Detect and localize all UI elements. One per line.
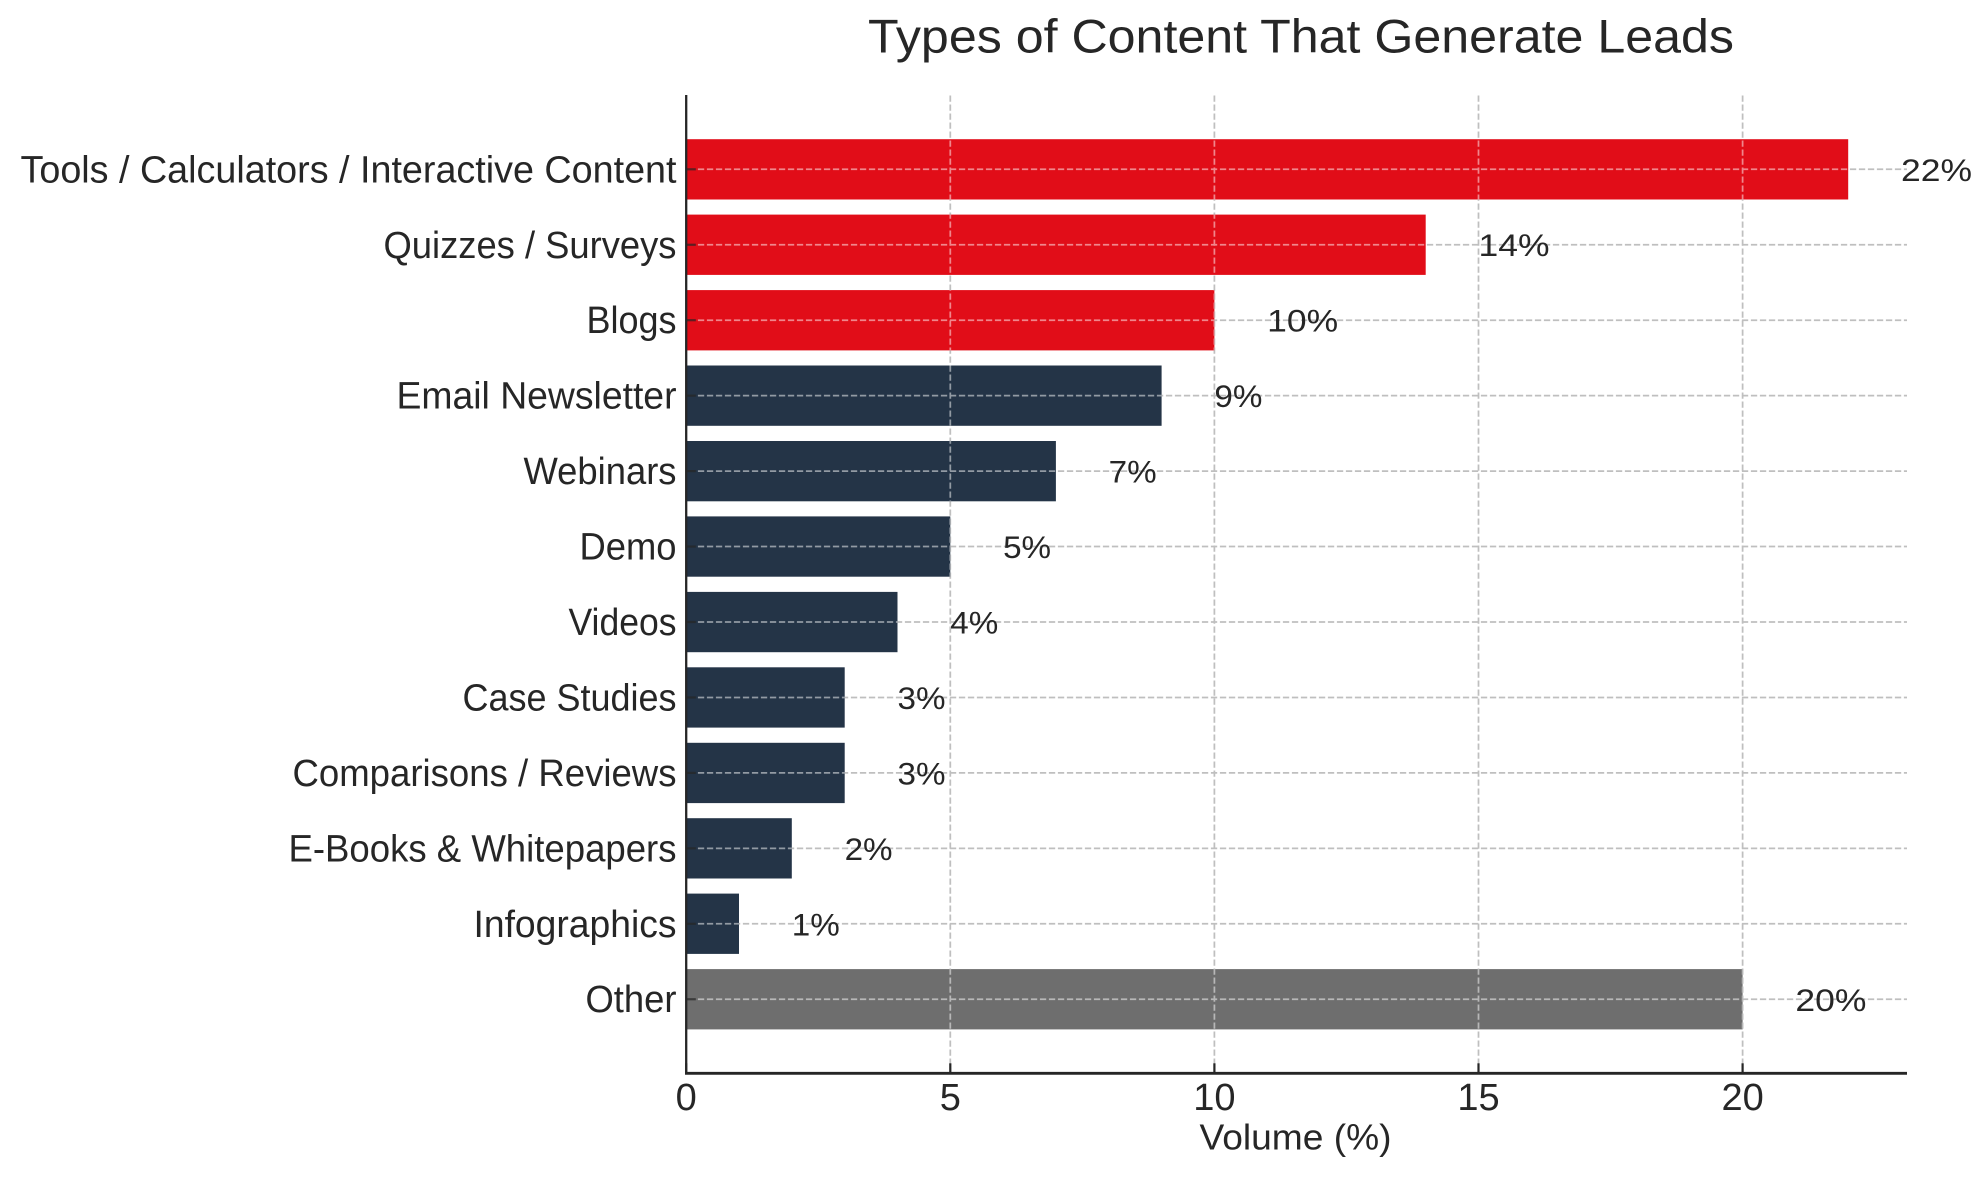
svg-text:20: 20 (1721, 1077, 1763, 1119)
svg-text:3%: 3% (898, 680, 946, 716)
svg-text:15: 15 (1457, 1077, 1499, 1119)
svg-text:Types of Content That Generate: Types of Content That Generate Leads (868, 10, 1734, 63)
svg-text:9%: 9% (1214, 378, 1262, 414)
svg-text:14%: 14% (1479, 227, 1550, 263)
svg-text:4%: 4% (950, 605, 998, 641)
svg-text:Quizzes / Surveys: Quizzes / Surveys (384, 225, 677, 267)
svg-text:7%: 7% (1109, 454, 1157, 490)
svg-text:2%: 2% (845, 831, 893, 867)
svg-text:Other: Other (586, 979, 677, 1021)
svg-text:Volume (%): Volume (%) (1200, 1117, 1392, 1158)
svg-text:0: 0 (676, 1077, 697, 1119)
svg-text:Case Studies: Case Studies (463, 678, 677, 720)
svg-text:5%: 5% (1003, 529, 1051, 565)
svg-text:20%: 20% (1795, 982, 1866, 1018)
svg-text:Comparisons / Reviews: Comparisons / Reviews (293, 753, 677, 795)
svg-text:10: 10 (1193, 1077, 1235, 1119)
svg-text:22%: 22% (1901, 152, 1972, 188)
svg-text:E-Books & Whitepapers: E-Books & Whitepapers (289, 828, 677, 870)
svg-text:10%: 10% (1267, 303, 1338, 339)
svg-text:Email Newsletter: Email Newsletter (397, 376, 677, 418)
svg-text:Webinars: Webinars (524, 451, 677, 493)
svg-text:Infographics: Infographics (474, 904, 677, 946)
svg-text:1%: 1% (792, 906, 840, 942)
svg-text:3%: 3% (898, 755, 946, 791)
svg-text:5: 5 (940, 1077, 961, 1119)
svg-text:Blogs: Blogs (587, 300, 677, 342)
svg-text:Demo: Demo (580, 527, 677, 569)
svg-text:Tools / Calculators / Interact: Tools / Calculators / Interactive Conten… (21, 149, 677, 191)
svg-text:Videos: Videos (569, 602, 677, 644)
